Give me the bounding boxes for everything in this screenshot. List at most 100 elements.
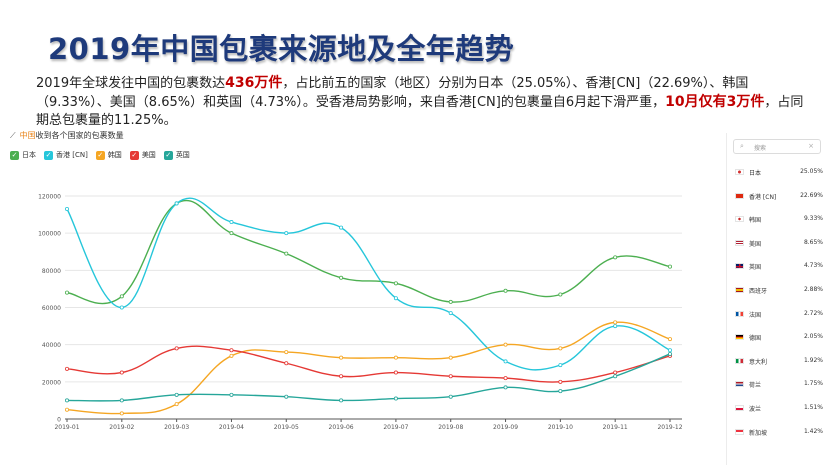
country-row[interactable]: 香港 [CN] 22.69% <box>727 185 828 208</box>
legend-item[interactable]: ✓ 韩国 <box>95 150 122 160</box>
data-point[interactable] <box>339 398 344 403</box>
country-percentage: 1.51% <box>803 404 823 411</box>
country-row[interactable]: 美国 8.65% <box>727 232 828 255</box>
legend-checkbox-icon[interactable]: ✓ <box>163 150 173 160</box>
country-row[interactable]: 荷兰 1.75% <box>727 373 828 396</box>
data-point[interactable] <box>229 231 234 236</box>
country-row[interactable]: 波兰 1.51% <box>727 397 828 420</box>
data-point[interactable] <box>65 290 70 295</box>
data-point[interactable] <box>503 288 508 293</box>
data-point[interactable] <box>65 207 70 212</box>
data-point[interactable] <box>339 275 344 280</box>
series-line[interactable] <box>66 353 671 402</box>
data-point[interactable] <box>174 402 179 407</box>
data-point[interactable] <box>558 389 563 394</box>
data-point[interactable] <box>668 351 673 356</box>
data-point[interactable] <box>284 361 289 366</box>
y-tick-label: 0 <box>57 417 61 424</box>
country-row[interactable]: 英国 4.73% <box>727 255 828 278</box>
data-point[interactable] <box>229 353 234 358</box>
data-point[interactable] <box>558 292 563 297</box>
country-name: 韩国 <box>749 217 762 225</box>
data-point[interactable] <box>284 231 289 236</box>
data-point[interactable] <box>668 348 673 353</box>
series-line[interactable] <box>66 200 671 305</box>
summary-text-2: ，占比前五的国家（地区）分别为日本（25.05%）、香港[CN]（22.69%）… <box>36 76 749 110</box>
series-line[interactable] <box>66 321 671 415</box>
data-point[interactable] <box>174 346 179 351</box>
country-name: 德国 <box>749 335 762 343</box>
series-line[interactable] <box>66 345 671 383</box>
data-point[interactable] <box>503 342 508 347</box>
data-point[interactable] <box>558 379 563 384</box>
country-row[interactable]: 法国 2.72% <box>727 303 828 326</box>
data-point[interactable] <box>613 370 618 375</box>
legend-item[interactable]: ✓ 日本 <box>10 150 36 160</box>
data-point[interactable] <box>339 225 344 230</box>
data-point[interactable] <box>119 398 124 403</box>
data-point[interactable] <box>393 296 398 301</box>
legend-checkbox-icon[interactable]: ✓ <box>129 150 139 160</box>
data-point[interactable] <box>393 370 398 375</box>
data-point[interactable] <box>668 264 673 269</box>
data-point[interactable] <box>503 359 508 364</box>
uk-flag-icon <box>735 263 744 270</box>
country-row[interactable]: 意大利 1.92% <box>727 350 828 373</box>
close-icon[interactable]: × <box>808 142 814 150</box>
country-row[interactable]: 日本 25.05% <box>727 161 828 184</box>
data-point[interactable] <box>393 281 398 286</box>
data-point[interactable] <box>284 350 289 355</box>
data-point[interactable] <box>339 355 344 360</box>
data-point[interactable] <box>119 294 124 299</box>
data-point[interactable] <box>448 394 453 399</box>
country-name: 西班牙 <box>749 288 768 295</box>
data-point[interactable] <box>284 394 289 399</box>
data-point[interactable] <box>119 411 124 416</box>
series-line[interactable] <box>66 197 671 371</box>
data-point[interactable] <box>668 337 673 342</box>
y-tick-label: 100000 <box>38 231 61 238</box>
data-point[interactable] <box>393 355 398 360</box>
data-point[interactable] <box>613 324 618 329</box>
search-input[interactable]: ⌕ 搜索 × <box>733 139 821 154</box>
data-point[interactable] <box>448 374 453 379</box>
data-point[interactable] <box>119 305 124 310</box>
data-point[interactable] <box>613 374 618 379</box>
data-point[interactable] <box>393 396 398 401</box>
data-point[interactable] <box>448 311 453 316</box>
country-row[interactable]: 韩国 9.33% <box>727 208 828 231</box>
data-point[interactable] <box>448 355 453 360</box>
country-percentage: 4.73% <box>803 262 823 270</box>
data-point[interactable] <box>65 407 70 412</box>
country-row[interactable]: 新加坡 1.42% <box>727 421 828 444</box>
country-row[interactable]: 西班牙 2.88% <box>727 279 828 302</box>
data-point[interactable] <box>613 320 618 325</box>
country-side-panel: ⌕ 搜索 × 日本 25.05% 香港 [CN] 22.69% 韩国 9.33% 美国 8.6… <box>726 133 828 465</box>
data-point[interactable] <box>65 366 70 371</box>
data-point[interactable] <box>65 398 70 403</box>
data-point[interactable] <box>174 392 179 397</box>
legend-checkbox-icon[interactable]: ✓ <box>44 150 53 160</box>
data-point[interactable] <box>613 255 618 260</box>
legend-item[interactable]: ✓ 美国 <box>129 150 156 160</box>
data-point[interactable] <box>339 374 344 379</box>
legend-checkbox-icon[interactable]: ✓ <box>10 150 19 160</box>
data-point[interactable] <box>119 370 124 375</box>
country-name: 法国 <box>749 311 762 319</box>
chart-header-text: 收到各个国家的包裹数量 <box>35 131 124 140</box>
x-tick-label: 2019-08 <box>438 424 463 431</box>
data-point[interactable] <box>229 392 234 397</box>
data-point[interactable] <box>503 385 508 390</box>
data-point[interactable] <box>558 346 563 351</box>
data-point[interactable] <box>284 251 289 256</box>
legend-checkbox-icon[interactable]: ✓ <box>95 150 105 160</box>
data-point[interactable] <box>229 220 234 225</box>
country-row[interactable]: 德国 2.05% <box>727 326 828 349</box>
legend-item[interactable]: ✓ 香港 [CN] <box>44 150 88 160</box>
data-point[interactable] <box>229 348 234 353</box>
legend-item[interactable]: ✓ 英国 <box>163 150 190 160</box>
data-point[interactable] <box>174 201 179 206</box>
data-point[interactable] <box>448 299 453 304</box>
data-point[interactable] <box>558 363 563 368</box>
data-point[interactable] <box>503 376 508 381</box>
